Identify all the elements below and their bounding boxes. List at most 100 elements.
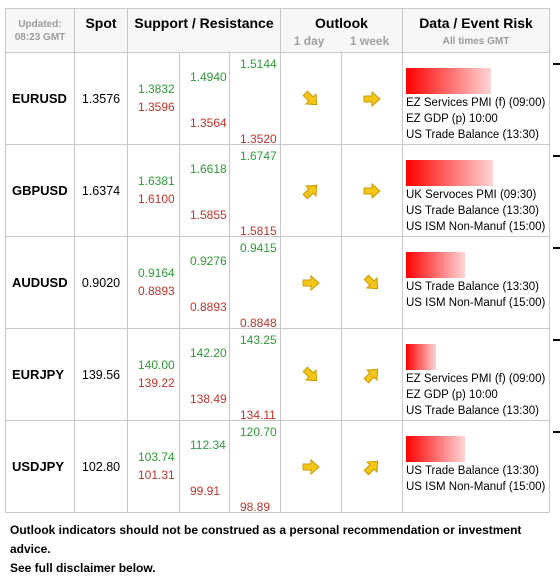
outlook-1-day [280,144,342,237]
edge-mark [553,63,560,65]
event-item: US Trade Balance (13:30) [406,129,539,141]
updated-label: Updated: [18,19,62,30]
pair-row-eurjpy: EURJPY 139.56 140.00 139.22 142.20 138.49 143.… [5,328,550,422]
resistance-level: 112.34 [190,438,226,452]
support-level: 1.5855 [190,208,227,222]
pair-row-gbpusd: GBPUSD 1.6374 1.6381 1.6100 1.6618 1.5855 1.67… [5,144,550,238]
sr-column-c1: 140.00 139.22 [127,328,180,421]
arrow-down-right-icon [302,90,318,105]
resistance-level: 1.6618 [190,162,227,176]
resistance-level: 1.4940 [190,70,227,84]
support-level: 1.3596 [138,100,175,114]
spot-price: 1.3576 [74,52,128,145]
arrow-up-right-icon [363,460,379,475]
updated-time: 08:23 GMT [14,32,66,43]
sr-column-c1: 0.9164 0.8893 [127,236,180,329]
support-level: 0.8893 [190,300,227,314]
sr-column-c2: 142.20 138.49 [179,328,230,421]
resistance-level: 140.00 [138,358,175,372]
header-row: Updated: 08:23 GMT Spot Support / Resist… [5,8,550,53]
event-item: US ISM Non-Manuf (15:00) [406,297,546,309]
outlook-header: Outlook 1 day 1 week [280,8,403,53]
pair-row-eurusd: EURUSD 1.3576 1.3832 1.3596 1.4940 1.3564 1.51… [5,52,550,146]
support-level: 1.5815 [240,224,277,238]
pair-name: AUDUSD [5,236,75,329]
support-level: 138.49 [190,392,227,406]
sr-column-c1: 1.6381 1.6100 [127,144,180,237]
pair-row-audusd: AUDUSD 0.9020 0.9164 0.8893 0.9276 0.8893 0.94… [5,236,550,330]
resistance-level: 142.20 [190,346,227,360]
event-item: EZ Services PMI (f) (09:00) [406,97,546,109]
resistance-level: 1.6747 [240,149,277,163]
outlook-1-week [341,420,403,513]
support-level: 0.8848 [240,316,277,330]
sr-column-c1: 103.74 101.31 [127,420,180,513]
event-risk-cell: EZ Services PMI (f) (09:00) EZ GDP (p) 10… [402,52,550,145]
outlook-1-week [341,236,403,329]
pair-name: EURUSD [5,52,75,145]
sr-column-c3: 0.9415 0.8848 [229,236,281,330]
event-item: UK Servoces PMI (09:30) [406,189,537,201]
sr-column-c3: 120.70 98.89 [229,420,281,514]
sr-column-c3: 1.5144 1.3520 [229,52,281,146]
spot-header: Spot [74,8,128,53]
disclaimer-line-2: See full disclaimer below. [10,561,156,575]
outlook-1-day [280,236,342,329]
resistance-level: 0.9415 [240,241,277,255]
resistance-level: 0.9164 [138,266,175,280]
outlook-1-day [280,420,342,513]
resistance-level: 1.5144 [240,57,277,71]
event-risk-cell: UK Servoces PMI (09:30) US Trade Balance … [402,144,550,237]
outlook-1-day [280,52,342,145]
outlook-1-day-label: 1 day [293,34,325,48]
resistance-level: 120.70 [240,425,277,439]
pair-name: EURJPY [5,328,75,421]
sr-column-c2: 1.6618 1.5855 [179,144,230,237]
spot-price: 102.80 [74,420,128,513]
support-level: 101.31 [138,468,175,482]
event-risk-bar [406,68,491,94]
all-times-gmt-label: All times GMT [442,36,510,47]
spot-price: 1.6374 [74,144,128,237]
arrow-right-icon [302,458,320,475]
support-level: 1.3564 [190,116,227,130]
event-item: US Trade Balance (13:30) [406,281,539,293]
support-level: 0.8893 [138,284,175,298]
event-item: US ISM Non-Manuf (15:00) [406,221,546,233]
event-item: EZ GDP (p) 10:00 [406,113,498,125]
event-item: US Trade Balance (13:30) [406,465,539,477]
disclaimer-line-1: Outlook indicators should not be constru… [10,523,522,556]
spot-price: 139.56 [74,328,128,421]
event-risk-bar [406,160,493,186]
support-level: 1.6100 [138,192,175,206]
event-item: EZ Services PMI (f) (09:00) [406,373,546,385]
resistance-level: 0.9276 [190,254,227,268]
pair-row-usdjpy: USDJPY 102.80 103.74 101.31 112.34 99.91 120.7… [5,420,550,514]
outlook-1-day [280,328,342,421]
arrow-up-right-icon [363,368,379,383]
data-event-risk-title: Data / Event Risk [419,15,533,31]
sr-column-c2: 0.9276 0.8893 [179,236,230,329]
arrow-up-right-icon [302,184,318,199]
resistance-level: 1.3832 [138,82,175,96]
outlook-1-week [341,144,403,237]
edge-mark [553,155,560,157]
event-item: US ISM Non-Manuf (15:00) [406,481,546,493]
arrow-down-right-icon [302,366,318,381]
outlook-title: Outlook [315,15,368,31]
spot-price: 0.9020 [74,236,128,329]
edge-mark [553,247,560,249]
arrow-down-right-icon [363,274,379,289]
event-risk-cell: EZ Services PMI (f) (09:00) EZ GDP (p) 10… [402,328,550,421]
arrow-right-icon [363,182,381,199]
resistance-level: 1.6381 [138,174,175,188]
edge-mark [553,431,560,433]
event-risk-bar [406,252,465,278]
outlook-1-week [341,328,403,421]
sr-column-c2: 112.34 99.91 [179,420,230,513]
event-item: EZ GDP (p) 10:00 [406,389,498,401]
disclaimer: Outlook indicators should not be constru… [10,521,560,578]
resistance-level: 103.74 [138,450,175,464]
support-level: 98.89 [240,500,271,514]
